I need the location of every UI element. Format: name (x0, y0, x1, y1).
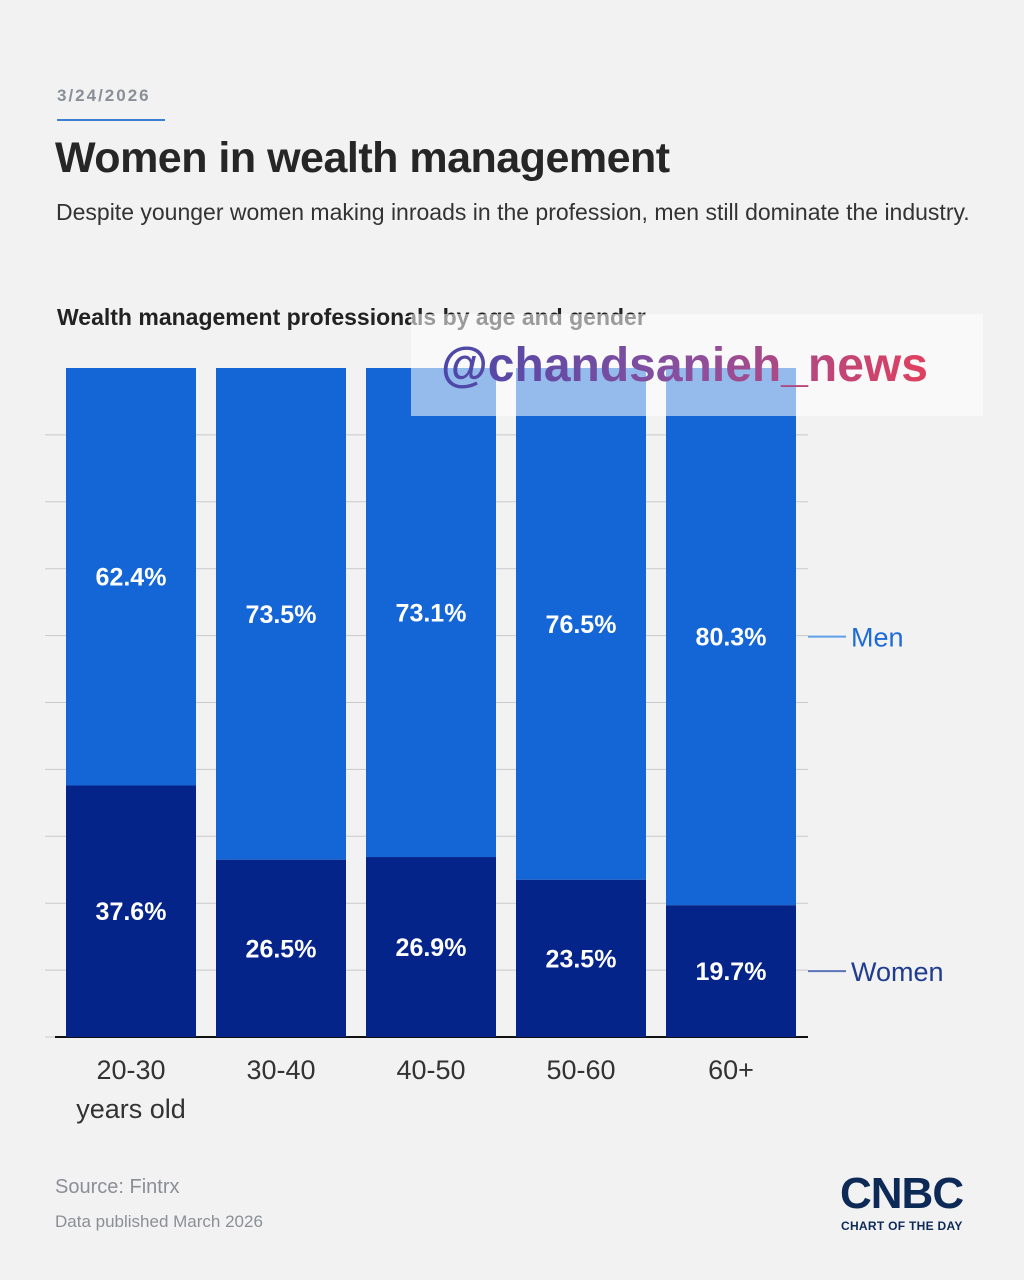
bar-men (366, 368, 496, 858)
data-label-men: 80.3% (696, 624, 767, 652)
page-title: Women in wealth management (55, 134, 670, 182)
x-tick-label: 60+ (708, 1055, 754, 1085)
bar-men (666, 368, 796, 906)
source-note: Source: Fintrx (55, 1176, 180, 1198)
bar-women (66, 785, 196, 1037)
x-tick-label: 30-40 (246, 1055, 315, 1085)
bar-men (516, 368, 646, 880)
data-label-men: 76.5% (546, 611, 617, 639)
legend-label-men: Men (851, 623, 904, 653)
x-tick-label: 40-50 (396, 1055, 465, 1085)
data-label-women: 19.7% (696, 958, 767, 986)
date-underline (57, 119, 165, 121)
watermark-backdrop (411, 314, 983, 416)
data-label-women: 37.6% (96, 898, 167, 926)
chart-date: 3/24/2026 (57, 86, 151, 105)
bar-women (216, 859, 346, 1037)
data-label-women: 23.5% (546, 945, 617, 973)
bar-men (66, 368, 196, 786)
bar-women (366, 857, 496, 1037)
data-label-men: 62.4% (96, 564, 167, 592)
data-label-women: 26.9% (396, 934, 467, 962)
bar-men (216, 368, 346, 860)
bar-women (516, 879, 646, 1037)
watermark-handle: @chandsanieh_news (441, 339, 928, 392)
legend-label-women: Women (851, 957, 944, 987)
published-note: Data published March 2026 (55, 1212, 263, 1231)
x-tick-label: years old (76, 1094, 186, 1124)
data-label-men: 73.1% (396, 600, 467, 628)
cnbc-logo: CNBC (840, 1169, 964, 1218)
x-tick-label: 20-30 (96, 1055, 165, 1085)
data-label-women: 26.5% (246, 935, 317, 963)
x-tick-label: 50-60 (546, 1055, 615, 1085)
bar-women (666, 905, 796, 1037)
logo-tagline: CHART OF THE DAY (841, 1219, 963, 1233)
data-label-men: 73.5% (246, 601, 317, 629)
page-subtitle: Despite younger women making inroads in … (56, 199, 970, 225)
